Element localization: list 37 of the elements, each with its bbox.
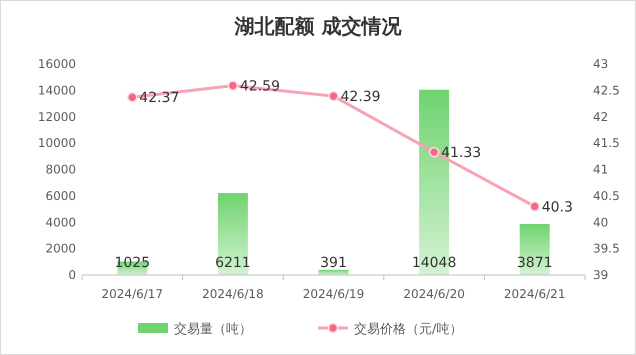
data-label: 6211 bbox=[215, 255, 251, 271]
y2-tick-label: 40 bbox=[593, 215, 608, 230]
y-tick-label: 14000 bbox=[38, 83, 76, 98]
x-tick-label: 2024/6/19 bbox=[302, 287, 364, 301]
y-tick-label: 2000 bbox=[45, 242, 76, 256]
data-label: 41.33 bbox=[441, 145, 482, 162]
y2-tick-label: 41 bbox=[593, 162, 608, 176]
x-tick-label: 2024/6/17 bbox=[102, 287, 164, 301]
data-label: 14048 bbox=[412, 255, 456, 271]
y2-tick-label: 43 bbox=[593, 57, 608, 71]
y-tick-label: 0 bbox=[68, 268, 76, 282]
legend-label: 交易价格（元/吨） bbox=[354, 321, 462, 337]
data-label: 391 bbox=[320, 255, 347, 271]
y2-tick-label: 39 bbox=[593, 268, 608, 282]
data-label: 40.3 bbox=[542, 199, 573, 216]
legend-label: 交易量（吨） bbox=[174, 321, 252, 337]
y-tick-label: 6000 bbox=[45, 188, 76, 203]
y-tick-label: 4000 bbox=[45, 215, 76, 230]
data-label: 42.39 bbox=[340, 89, 381, 106]
y2-tick-label: 42.5 bbox=[593, 83, 620, 98]
bar bbox=[218, 193, 248, 275]
chart-title: 湖北配额 成交情况 bbox=[234, 14, 402, 38]
y-tick-label: 8000 bbox=[45, 162, 76, 176]
data-label: 42.37 bbox=[139, 90, 180, 106]
data-label: 3871 bbox=[516, 255, 553, 271]
x-tick-label: 2024/6/21 bbox=[504, 287, 566, 301]
y-tick-label: 10000 bbox=[38, 136, 76, 150]
y2-tick-label: 42 bbox=[593, 110, 608, 124]
bar bbox=[520, 224, 550, 275]
y2-tick-label: 40.5 bbox=[593, 188, 620, 203]
x-tick-label: 2024/6/20 bbox=[403, 287, 465, 301]
y2-tick-label: 41.5 bbox=[593, 136, 620, 150]
y-tick-label: 12000 bbox=[38, 110, 76, 124]
y-tick-label: 16000 bbox=[38, 57, 76, 71]
x-tick-label: 2024/6/18 bbox=[202, 287, 264, 301]
y2-tick-label: 39.5 bbox=[593, 242, 620, 256]
data-label: 42.59 bbox=[240, 78, 280, 95]
